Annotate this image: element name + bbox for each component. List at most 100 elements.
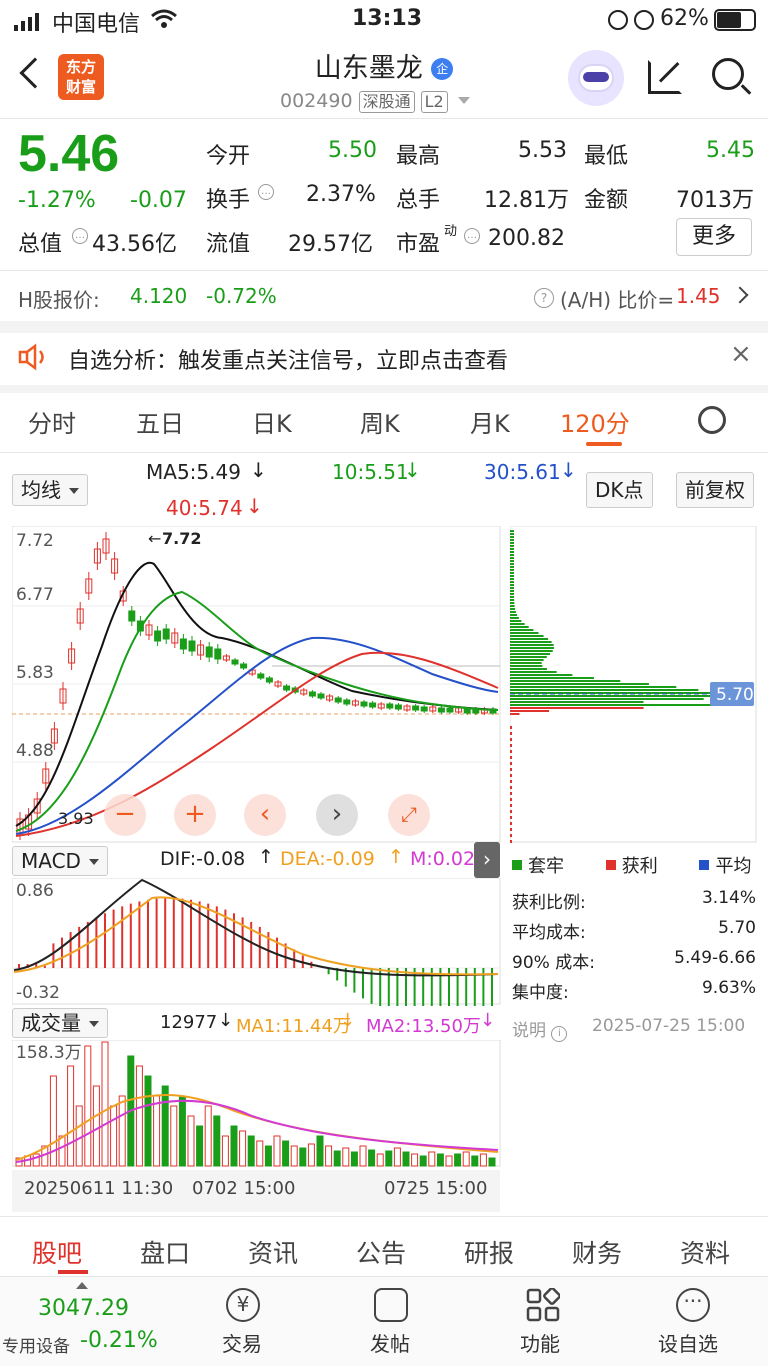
more-button[interactable]: 更多 bbox=[676, 218, 752, 256]
trade-icon[interactable]: ¥ bbox=[226, 1288, 260, 1322]
candle bbox=[334, 697, 342, 703]
prev-button[interactable]: ‹ bbox=[244, 794, 286, 836]
ma40-value: 40:5.74 bbox=[166, 496, 243, 520]
info-icon[interactable]: … bbox=[72, 228, 88, 244]
notice-bar[interactable]: 自选分析：触发重点关注信号，立即点击查看 × bbox=[0, 333, 768, 385]
share-icon[interactable] bbox=[648, 60, 682, 94]
function-grid-icon[interactable] bbox=[526, 1287, 561, 1322]
macd-bar bbox=[172, 898, 175, 968]
tab-120min[interactable]: 120分 bbox=[560, 410, 630, 438]
tab-news[interactable]: 资讯 bbox=[248, 1239, 299, 1268]
ytick: 6.77 bbox=[16, 585, 54, 605]
dock-function-label[interactable]: 功能 bbox=[520, 1332, 560, 1356]
volume-bar bbox=[256, 1140, 264, 1167]
next-button[interactable]: › bbox=[316, 794, 358, 836]
active-tab-indicator bbox=[586, 442, 622, 446]
macd-bar bbox=[465, 968, 468, 1006]
macd-bar bbox=[121, 906, 124, 968]
tab-research[interactable]: 研报 bbox=[464, 1239, 515, 1268]
chip-bar bbox=[510, 732, 512, 735]
chip-bar bbox=[510, 804, 512, 807]
help-icon[interactable]: ? bbox=[534, 288, 554, 308]
fullscreen-icon[interactable]: ⤢ bbox=[388, 794, 430, 836]
dock-trade-label[interactable]: 交易 bbox=[222, 1332, 262, 1356]
volume-bar bbox=[376, 1153, 384, 1167]
chip-bar bbox=[510, 738, 512, 741]
macd-bar bbox=[233, 913, 235, 968]
settings-gear-icon[interactable] bbox=[698, 406, 726, 434]
macd-dropdown[interactable]: MACD bbox=[12, 846, 108, 876]
candle bbox=[214, 648, 222, 660]
tab-finance[interactable]: 财务 bbox=[572, 1239, 623, 1268]
chip-bar bbox=[510, 668, 547, 670]
stock-subtitle[interactable]: 002490 深股通 L2 bbox=[280, 90, 470, 113]
zoom-in-button[interactable]: + bbox=[174, 794, 216, 836]
macd-bar bbox=[491, 968, 493, 1006]
vol-ma2: MA2:13.50万 bbox=[366, 1016, 481, 1037]
speaker-icon bbox=[18, 343, 50, 375]
tab-announce[interactable]: 公告 bbox=[356, 1239, 407, 1268]
more-dots-icon[interactable]: ··· bbox=[676, 1288, 710, 1322]
volume-bar bbox=[402, 1151, 410, 1167]
volume-chart[interactable]: 158.3万 bbox=[12, 1040, 502, 1168]
tab-month[interactable]: 月K bbox=[470, 410, 510, 438]
info-icon[interactable]: … bbox=[258, 184, 274, 200]
stock-code: 002490 bbox=[280, 90, 353, 112]
high-label: 7.72 bbox=[162, 529, 201, 548]
chip-bar bbox=[510, 692, 712, 694]
tab-week[interactable]: 周K bbox=[360, 410, 400, 438]
candle bbox=[394, 704, 402, 710]
tab-profile[interactable]: 资料 bbox=[680, 1239, 731, 1268]
chip-bar bbox=[510, 650, 553, 652]
candle bbox=[360, 701, 368, 707]
candle bbox=[197, 644, 205, 656]
indicator-dropdown[interactable]: 均线 bbox=[12, 474, 88, 506]
dea-value: DEA:-0.09 bbox=[280, 848, 375, 870]
mktcap-value: 43.56亿 bbox=[92, 232, 177, 257]
search-icon[interactable] bbox=[712, 58, 744, 90]
chip-distribution[interactable]: 5.70 bbox=[510, 526, 758, 844]
chip-bar bbox=[510, 596, 515, 598]
turnover-label: 换手 bbox=[206, 188, 251, 213]
volume-dropdown[interactable]: 成交量 bbox=[12, 1008, 108, 1038]
ah-value: 1.45 bbox=[676, 284, 721, 308]
macd-bar bbox=[396, 968, 399, 1006]
info-icon[interactable]: … bbox=[464, 228, 480, 244]
candle bbox=[377, 703, 385, 709]
candle bbox=[446, 707, 454, 713]
dock-post-label[interactable]: 发帖 bbox=[370, 1332, 410, 1356]
hshare-row[interactable]: H股报价: 4.120 -0.72% ? (A/H) 比价= 1.45 bbox=[0, 271, 768, 321]
chip-bar bbox=[510, 726, 512, 729]
candle bbox=[76, 608, 84, 624]
chip-bar bbox=[510, 551, 514, 553]
chip-bar bbox=[510, 620, 522, 622]
post-icon[interactable] bbox=[374, 1288, 408, 1322]
adjust-button[interactable]: 前复权 bbox=[676, 472, 754, 508]
candle bbox=[437, 707, 445, 713]
volume-bar bbox=[118, 1095, 126, 1167]
chip-toggle-button[interactable]: › bbox=[474, 842, 500, 878]
assistant-avatar[interactable] bbox=[568, 50, 624, 106]
chip-bar bbox=[510, 569, 514, 571]
tab-pankou[interactable]: 盘口 bbox=[140, 1239, 191, 1268]
macd-chart[interactable]: 0.86 -0.32 bbox=[12, 878, 502, 1006]
index-value[interactable]: 3047.29 bbox=[38, 1296, 129, 1321]
tab-wuri[interactable]: 五日 bbox=[136, 410, 184, 438]
chip-bar bbox=[510, 686, 677, 688]
close-icon[interactable]: × bbox=[730, 339, 752, 369]
candle bbox=[179, 638, 187, 650]
macd-bar bbox=[353, 968, 356, 993]
down-arrow-icon: ↓ bbox=[250, 458, 267, 482]
tab-day[interactable]: 日K bbox=[252, 410, 292, 438]
candle bbox=[154, 630, 162, 642]
dk-point-button[interactable]: DK点 bbox=[586, 472, 653, 508]
volume-bar bbox=[170, 1105, 178, 1167]
kline-chart[interactable]: 7.72 6.77 5.83 4.88 ← 7.72 3.93 bbox=[12, 526, 502, 844]
tab-fenshi[interactable]: 分时 bbox=[28, 410, 76, 438]
zoom-out-button[interactable]: − bbox=[104, 794, 146, 836]
dock-watchlist-label[interactable]: 设自选 bbox=[658, 1332, 718, 1356]
tab-guba[interactable]: 股吧 bbox=[32, 1239, 83, 1268]
carrier: 中国电信 bbox=[52, 12, 141, 37]
volume-bar bbox=[273, 1135, 281, 1167]
chip-note[interactable]: 说明 i bbox=[512, 1016, 568, 1042]
